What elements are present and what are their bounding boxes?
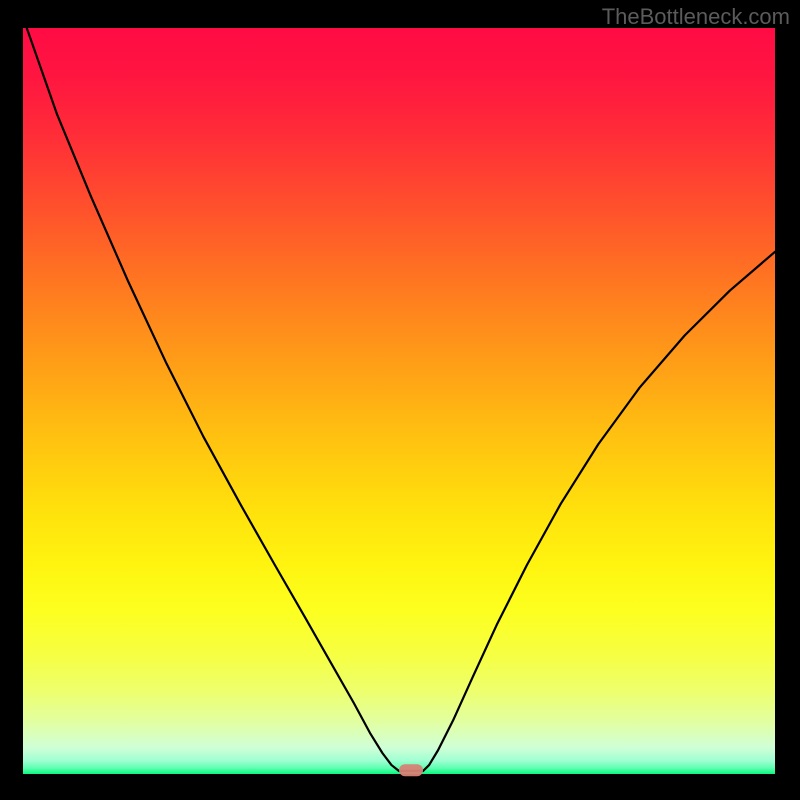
bottleneck-chart	[0, 0, 800, 800]
optimum-marker	[399, 764, 423, 776]
chart-canvas: TheBottleneck.com	[0, 0, 800, 800]
plot-background	[23, 28, 775, 774]
watermark-text: TheBottleneck.com	[602, 4, 790, 30]
